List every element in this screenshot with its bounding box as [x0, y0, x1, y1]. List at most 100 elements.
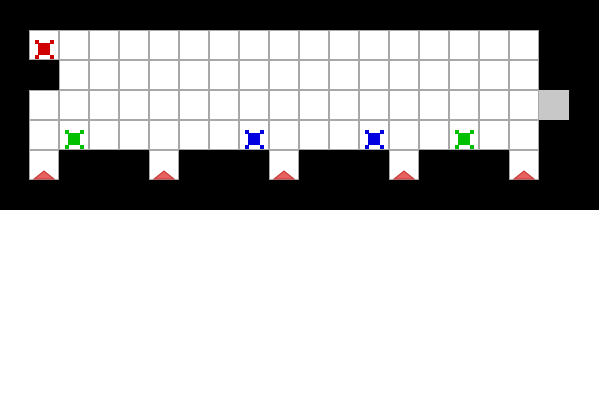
grid-cell: [509, 60, 539, 90]
grid-cell: [479, 120, 509, 150]
agent-foot: [380, 145, 384, 149]
grid-cell: [209, 120, 239, 150]
agent-foot: [80, 130, 84, 134]
grid-cell: [89, 60, 119, 90]
grid-cell: [89, 90, 119, 120]
grid-cell: [509, 120, 539, 150]
agent-foot: [245, 145, 249, 149]
grid-cell: [239, 90, 269, 120]
spike: [272, 170, 296, 180]
grid-cell: [329, 30, 359, 60]
agent-foot: [455, 130, 459, 134]
grid-cell: [119, 60, 149, 90]
grid-cell: [329, 60, 359, 90]
grid-cell: [389, 120, 419, 150]
agent-foot: [455, 145, 459, 149]
grid-cell: [149, 120, 179, 150]
grid-cell: [59, 30, 89, 60]
agent-body: [248, 133, 260, 145]
grid-cell: [479, 30, 509, 60]
grid-cell: [239, 30, 269, 60]
spike: [152, 170, 176, 180]
grid-cell: [89, 120, 119, 150]
grid-cell: [119, 120, 149, 150]
agent-foot: [80, 145, 84, 149]
agent-foot: [50, 40, 54, 44]
agent-foot: [365, 130, 369, 134]
agent-foot: [35, 40, 39, 44]
agent-body: [68, 133, 80, 145]
agent-foot: [380, 130, 384, 134]
grid-cell: [269, 90, 299, 120]
grid-cell: [119, 30, 149, 60]
grid-cell: [239, 60, 269, 90]
grid-cell: [329, 90, 359, 120]
agents: [35, 40, 474, 149]
agent-foot: [35, 55, 39, 59]
agent: [245, 130, 264, 149]
agent-foot: [65, 145, 69, 149]
grid-cell: [209, 30, 239, 60]
spike: [512, 170, 536, 180]
grid-cell: [179, 120, 209, 150]
agent-body: [38, 43, 50, 55]
grid-cell: [419, 30, 449, 60]
agent-foot: [50, 55, 54, 59]
agent-body: [368, 133, 380, 145]
agent-foot: [65, 130, 69, 134]
grid-cell: [359, 90, 389, 120]
grid-cell: [419, 120, 449, 150]
agent-foot: [260, 145, 264, 149]
hazards: [32, 170, 536, 180]
grid-cell: [299, 90, 329, 120]
spike: [392, 170, 416, 180]
grid-cell: [449, 30, 479, 60]
grid-cell: [179, 60, 209, 90]
grid-cell: [29, 90, 59, 120]
grid-cell: [179, 30, 209, 60]
agent: [455, 130, 474, 149]
grid-cell: [89, 30, 119, 60]
grid-cell: [59, 60, 89, 90]
agent-foot: [245, 130, 249, 134]
grid-cell: [179, 90, 209, 120]
grid-cell: [29, 120, 59, 150]
grid-cell: [299, 60, 329, 90]
agent: [65, 130, 84, 149]
agent-foot: [260, 130, 264, 134]
grid-cell: [479, 90, 509, 120]
grid-cell: [269, 30, 299, 60]
grid-cell: [299, 30, 329, 60]
grid-cell: [149, 90, 179, 120]
grid-cell: [209, 60, 239, 90]
agent: [365, 130, 384, 149]
grid-cell: [119, 90, 149, 120]
grid-cell: [59, 90, 89, 120]
spike: [32, 170, 56, 180]
grid-cell: [269, 120, 299, 150]
grid-cell: [479, 60, 509, 90]
grid-cell: [359, 30, 389, 60]
grid-cell: [449, 90, 479, 120]
grid-cell: [299, 120, 329, 150]
grid-cell: [269, 60, 299, 90]
grid-cell: [389, 90, 419, 120]
grid-cell: [419, 90, 449, 120]
grid-cell: [329, 120, 359, 150]
grid-cell: [209, 90, 239, 120]
goal-cell: [539, 90, 569, 120]
grid-cell: [389, 30, 419, 60]
grid-cell: [509, 30, 539, 60]
grid-cell: [449, 60, 479, 90]
grid: [29, 30, 539, 180]
agent-foot: [470, 130, 474, 134]
grid-cell: [419, 60, 449, 90]
agent-body: [458, 133, 470, 145]
agent-foot: [365, 145, 369, 149]
grid-cell: [359, 60, 389, 90]
grid-cell: [149, 30, 179, 60]
agent-foot: [470, 145, 474, 149]
grid-cell: [509, 90, 539, 120]
